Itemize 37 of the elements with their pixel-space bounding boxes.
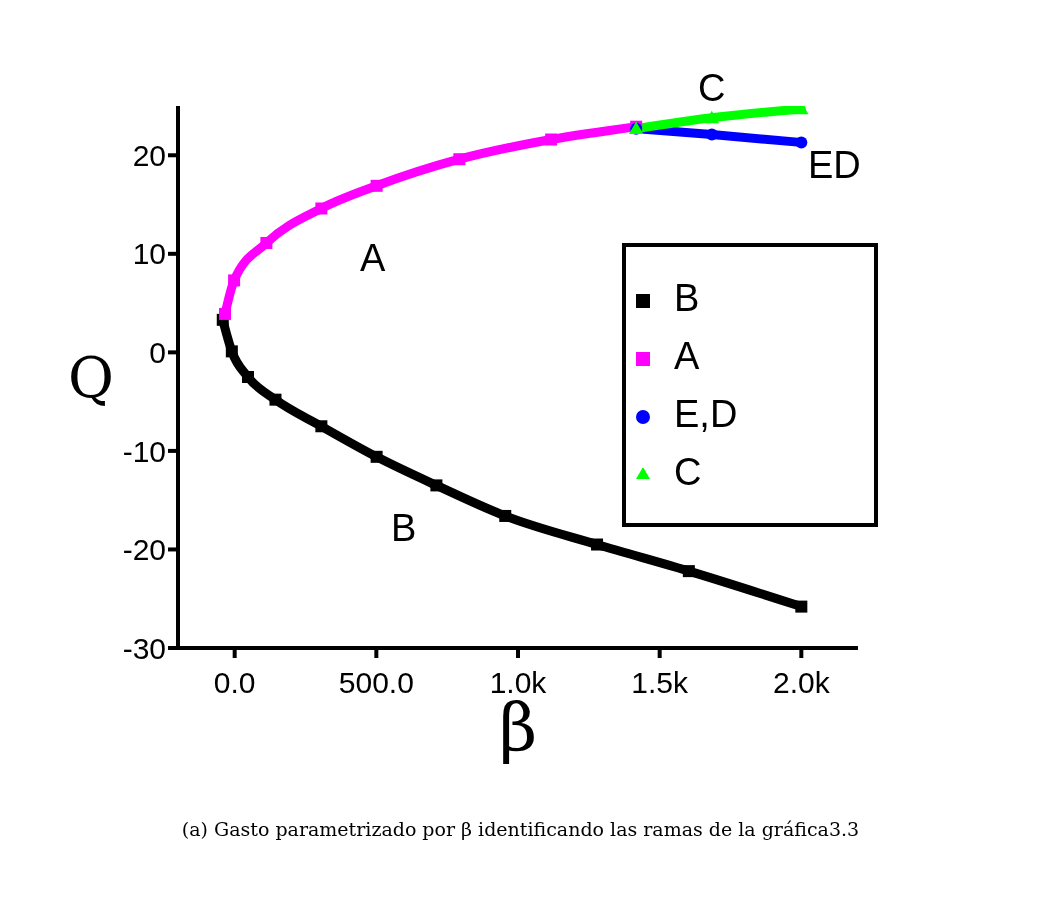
y-tick-label: 10 — [132, 237, 166, 271]
y-axis-title: Q — [68, 344, 114, 410]
annotation: ED — [808, 143, 861, 187]
point — [370, 450, 383, 463]
legend-label: C — [674, 451, 702, 493]
point — [225, 345, 238, 358]
y-tick-label: 20 — [132, 138, 166, 172]
text: (a) Gasto parametrizado por β identificando las ramas de la gráfica3.3 — [181, 818, 860, 840]
y-tick-label: -10 — [122, 434, 166, 468]
annotation: B — [391, 506, 417, 550]
x-tick-label: 1.5k — [631, 666, 690, 700]
point — [430, 479, 443, 492]
point — [228, 274, 241, 287]
x-tick-label: 0.0 — [213, 666, 256, 700]
x-tick-label: 2.0k — [772, 666, 831, 700]
y-tick-label: -20 — [122, 533, 166, 567]
point — [370, 179, 383, 192]
point — [795, 136, 808, 149]
point — [795, 600, 808, 613]
point — [315, 202, 328, 215]
annotation: C — [698, 66, 726, 110]
point — [219, 307, 232, 320]
x-tick-label: 500.0 — [338, 666, 414, 700]
point — [260, 236, 273, 249]
legend-label: B — [674, 277, 700, 319]
y-tick-label: 0 — [149, 336, 166, 370]
point — [682, 565, 695, 578]
point — [499, 509, 512, 522]
point — [704, 110, 719, 124]
point — [241, 371, 254, 383]
point — [591, 538, 604, 551]
point — [315, 420, 328, 433]
legend-label: A — [674, 335, 700, 377]
legend-label: E,D — [674, 393, 738, 435]
point — [269, 393, 282, 406]
annotation: A — [360, 236, 386, 280]
y-tick-label: -30 — [122, 631, 166, 665]
